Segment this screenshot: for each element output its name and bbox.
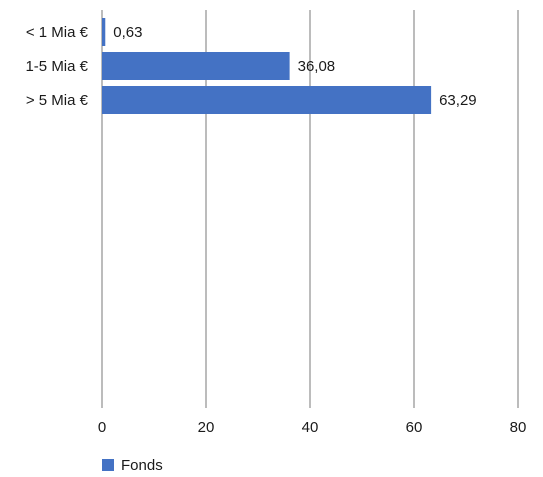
data-label-2: 63,29 bbox=[439, 92, 477, 109]
data-label-1: 36,08 bbox=[298, 58, 336, 75]
legend-swatch-fonds bbox=[102, 459, 114, 471]
x-tick-label-0: 0 bbox=[98, 419, 106, 436]
category-label-1: 1-5 Mia € bbox=[25, 58, 88, 75]
category-label-2: > 5 Mia € bbox=[26, 92, 89, 109]
legend-label-fonds: Fonds bbox=[121, 457, 163, 474]
category-label-0: < 1 Mia € bbox=[26, 24, 89, 41]
bar-2 bbox=[102, 86, 431, 114]
bar-1 bbox=[102, 52, 290, 80]
x-tick-label-20: 20 bbox=[198, 419, 215, 436]
x-tick-label-60: 60 bbox=[406, 419, 423, 436]
data-label-0: 0,63 bbox=[113, 24, 142, 41]
x-tick-label-80: 80 bbox=[510, 419, 527, 436]
x-tick-label-40: 40 bbox=[302, 419, 319, 436]
bar-0 bbox=[102, 18, 105, 46]
